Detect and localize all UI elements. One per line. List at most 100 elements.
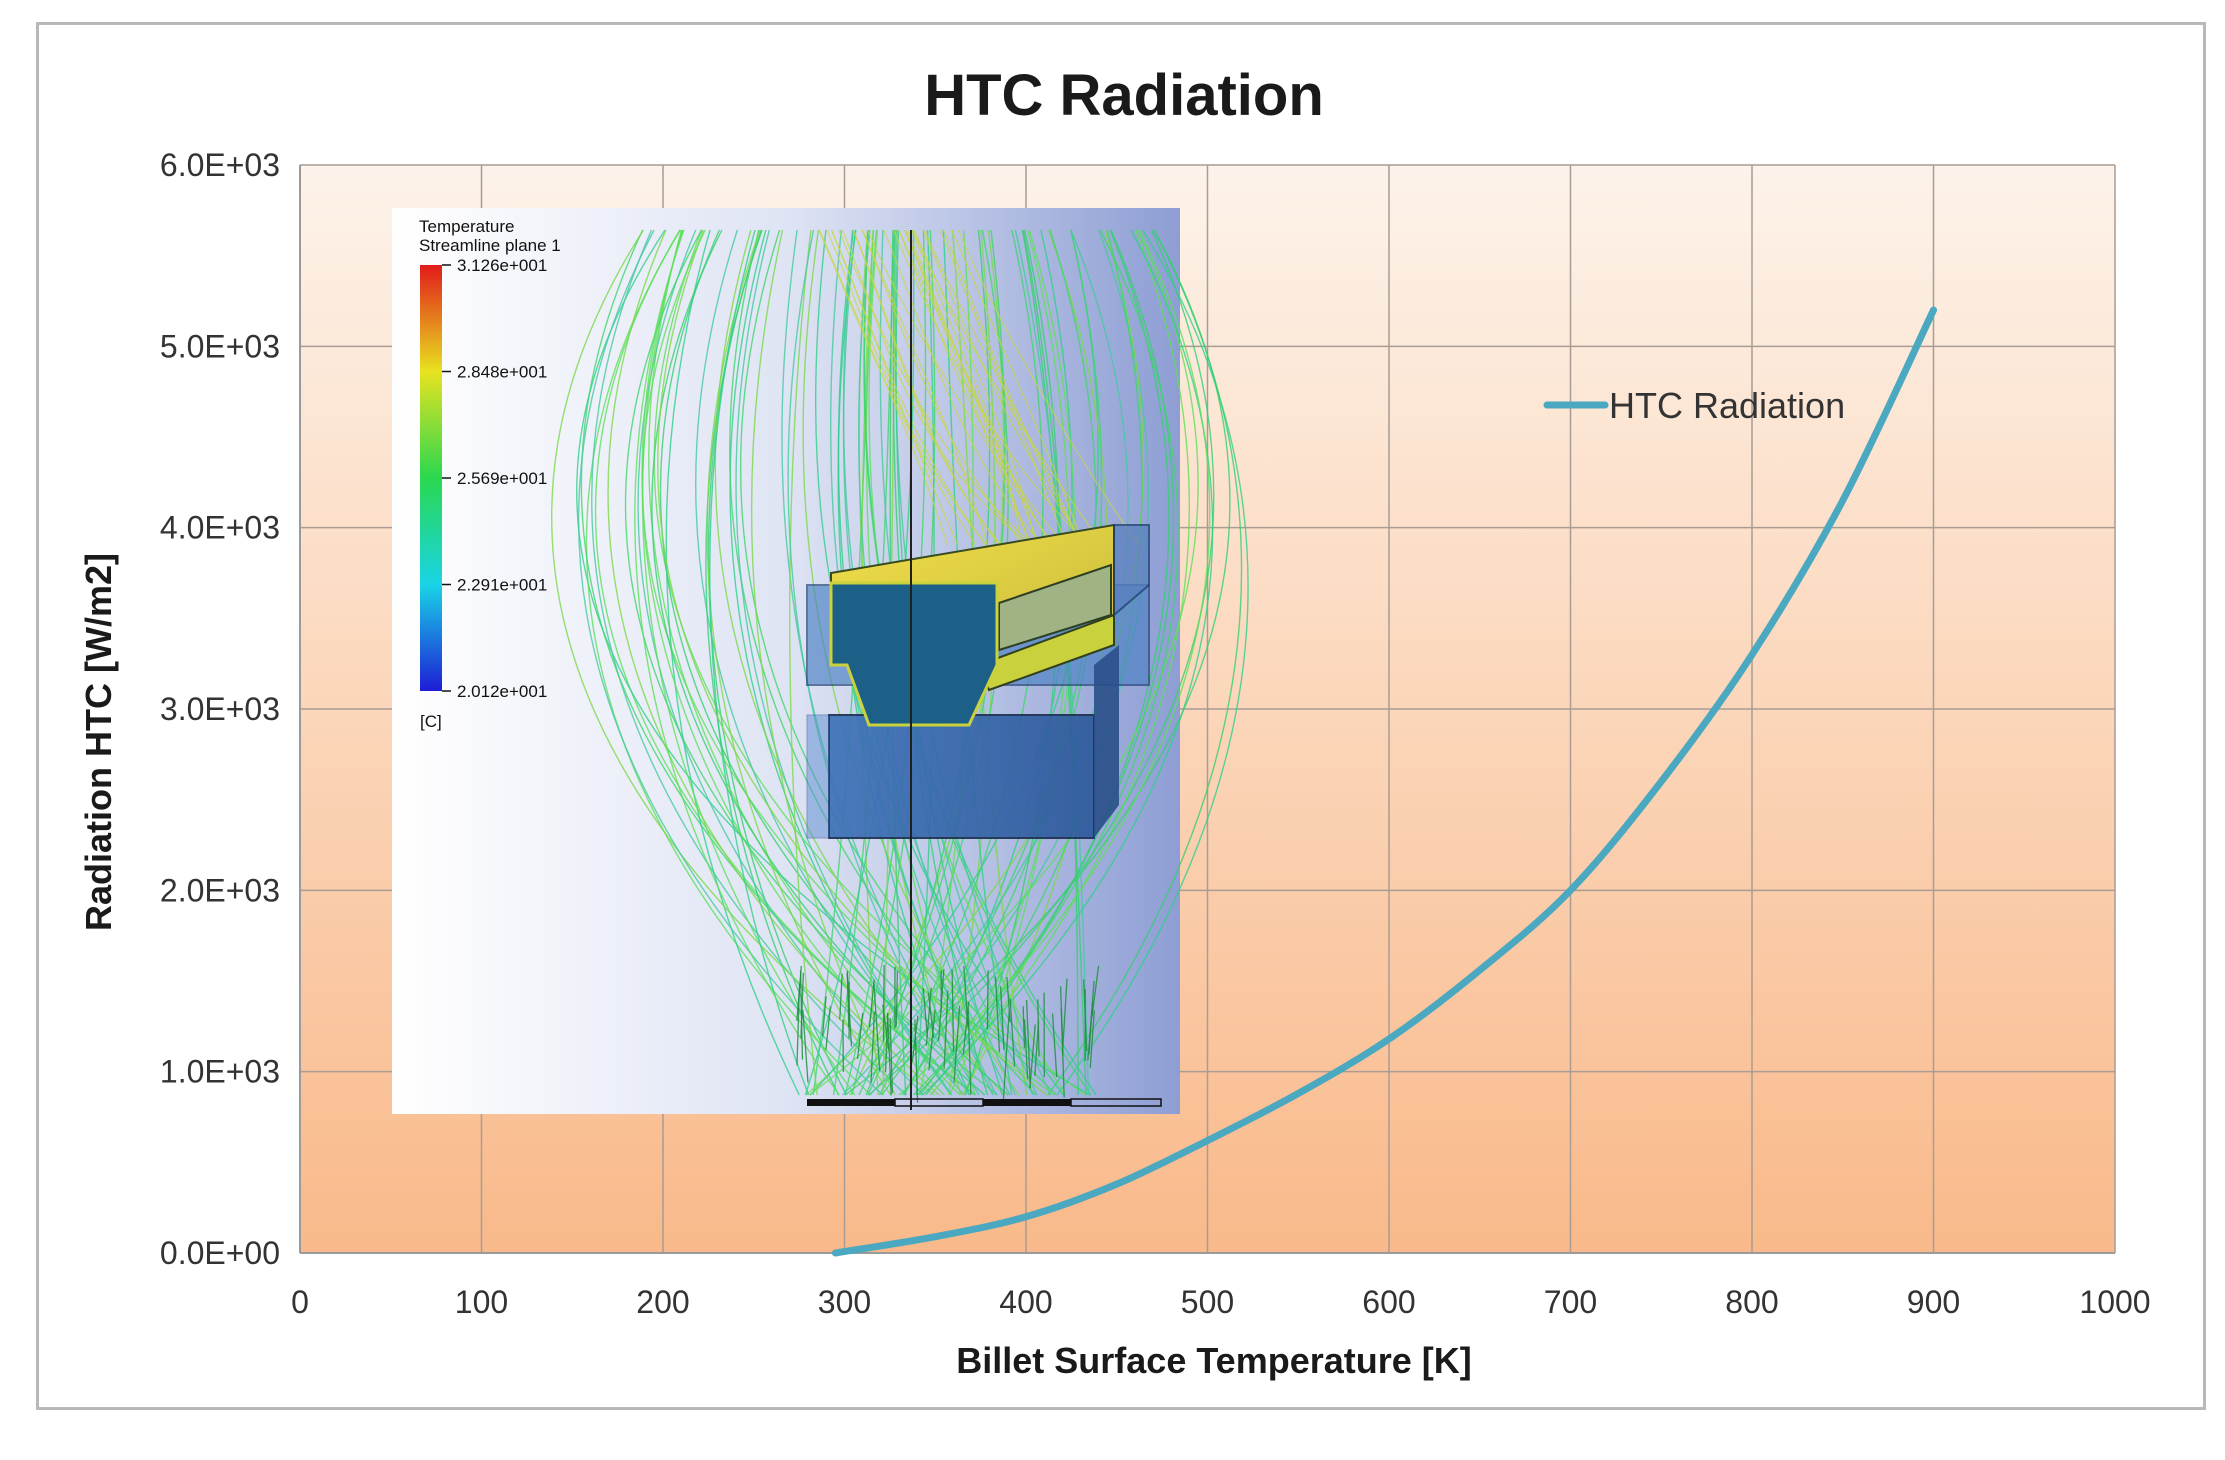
- y-tick-label: 4.0E+03: [160, 510, 280, 546]
- streamline: [651, 229, 986, 1096]
- streamline-wake: [911, 1015, 919, 1063]
- chart-frame: HTC Radiation Billet Surface Temperature…: [36, 22, 2206, 1410]
- streamline-warm: [942, 229, 1084, 546]
- streamline: [648, 229, 961, 1096]
- streamline: [729, 229, 1037, 1096]
- streamline-warm: [830, 229, 959, 546]
- inset-legend-unit: [C]: [420, 712, 442, 731]
- x-tick-label: 100: [455, 1284, 508, 1320]
- streamline: [607, 229, 940, 1096]
- x-tick-label: 200: [636, 1284, 689, 1320]
- streamline-wake: [937, 968, 945, 1041]
- streamline-wake: [825, 1006, 832, 1050]
- series-layer: [831, 306, 1937, 1257]
- inset-legend-title: Temperature: [419, 217, 514, 236]
- legend-label: HTC Radiation: [1609, 385, 1845, 426]
- streamline-warm: [861, 229, 1025, 546]
- inset-scale-bar: [807, 1098, 1162, 1107]
- x-tick-label: 600: [1362, 1284, 1415, 1320]
- streamline-warm: [912, 229, 1104, 546]
- streamline-wake: [999, 986, 1005, 1050]
- inset-colorbar-label: 3.126e+001: [457, 256, 547, 275]
- axes: [299, 165, 2115, 1254]
- streamline: [634, 229, 840, 1096]
- streamline-wake: [839, 973, 843, 1020]
- cfd-streamline-inset: Temperature Streamline plane 1 3.126e+00…: [392, 208, 1249, 1114]
- streamline: [659, 229, 1009, 1096]
- streamline: [917, 229, 1175, 1096]
- streamline-wake: [1009, 998, 1016, 1067]
- streamline-warm: [922, 229, 1086, 546]
- streamline-wake: [967, 1007, 972, 1095]
- streamline-wake: [928, 1010, 936, 1071]
- streamline-wake: [796, 983, 801, 1066]
- streamline: [641, 229, 1055, 1096]
- inset-colorbar-label: 2.291e+001: [457, 576, 547, 595]
- x-tick-label: 800: [1725, 1284, 1778, 1320]
- streamline: [637, 229, 924, 1096]
- streamline: [665, 229, 800, 1096]
- streamline: [641, 229, 945, 1096]
- streamline-wake: [802, 1009, 809, 1083]
- streamline: [750, 229, 896, 1096]
- y-tick-label: 5.0E+03: [160, 328, 280, 364]
- streamline-wake: [799, 970, 804, 1060]
- streamline-warm: [951, 229, 1084, 546]
- streamline: [781, 229, 980, 1096]
- streamline-warm: [898, 229, 1067, 546]
- streamline-warm: [861, 229, 988, 546]
- streamline-wake: [856, 1012, 864, 1060]
- streamline: [898, 229, 1211, 1096]
- streamline-wake: [951, 969, 955, 1052]
- x-tick-label: 0: [291, 1284, 309, 1320]
- streamline-wake: [986, 970, 989, 1030]
- y-tick-label: 0.0E+00: [160, 1235, 280, 1271]
- inset-legend-subtitle: Streamline plane 1: [419, 236, 561, 255]
- streamline-wake: [1060, 1008, 1065, 1098]
- streamline-wake: [1022, 1006, 1026, 1049]
- streamline-warm: [818, 229, 949, 546]
- streamline-wake: [953, 1005, 961, 1083]
- y-tick-label: 6.0E+03: [160, 147, 280, 183]
- streamline: [809, 229, 1199, 1096]
- x-axis-title: Billet Surface Temperature [K]: [956, 1340, 1471, 1381]
- streamline-warm: [923, 229, 1082, 546]
- streamline-wake: [994, 976, 1001, 1053]
- chart-svg: HTC Radiation Billet Surface Temperature…: [78, 63, 2151, 1381]
- streamline-wake: [886, 1013, 892, 1096]
- streamline: [735, 229, 953, 1096]
- x-tick-label: 400: [999, 1284, 1052, 1320]
- streamline-warm: [910, 229, 1040, 546]
- streamline: [1056, 229, 1249, 1096]
- streamline-wake: [1023, 1019, 1029, 1080]
- streamline-wake: [1089, 1010, 1095, 1068]
- streamline-wake: [1025, 999, 1032, 1089]
- series-line: [831, 306, 1937, 1257]
- streamline-wake: [882, 1004, 890, 1050]
- streamline: [729, 229, 952, 1096]
- streamline-wake: [846, 972, 853, 1047]
- y-tick-label: 3.0E+03: [160, 691, 280, 727]
- streamline-wake: [1002, 1010, 1010, 1100]
- streamline: [709, 229, 810, 1096]
- streamline-warm: [826, 229, 988, 546]
- streamline-wake: [1091, 965, 1100, 1018]
- streamline-wake: [873, 983, 881, 1072]
- legend: HTC Radiation: [1543, 385, 1845, 426]
- tick-labels: 0 100 200 300 400 500 600 700 800 900 1000 0.0E+00 1…: [160, 147, 2151, 1320]
- y-tick-label: 2.0E+03: [160, 872, 280, 908]
- streamline-wake: [821, 996, 827, 1037]
- streamline-warm: [957, 229, 1139, 546]
- streamline-wake: [1061, 978, 1068, 1053]
- streamline: [789, 229, 818, 1096]
- billet-geometry: [806, 230, 1150, 1110]
- streamline-wake: [868, 979, 875, 1028]
- streamline-warm: [883, 229, 1043, 546]
- streamline-warm: [906, 229, 1052, 546]
- streamline-wake: [870, 1011, 876, 1083]
- streamline-wake: [882, 964, 885, 1042]
- x-tick-label: 700: [1544, 1284, 1597, 1320]
- x-tick-label: 500: [1181, 1284, 1234, 1320]
- x-tick-label: 1000: [2079, 1284, 2150, 1320]
- inset-colorbar-label: 2.569e+001: [457, 469, 547, 488]
